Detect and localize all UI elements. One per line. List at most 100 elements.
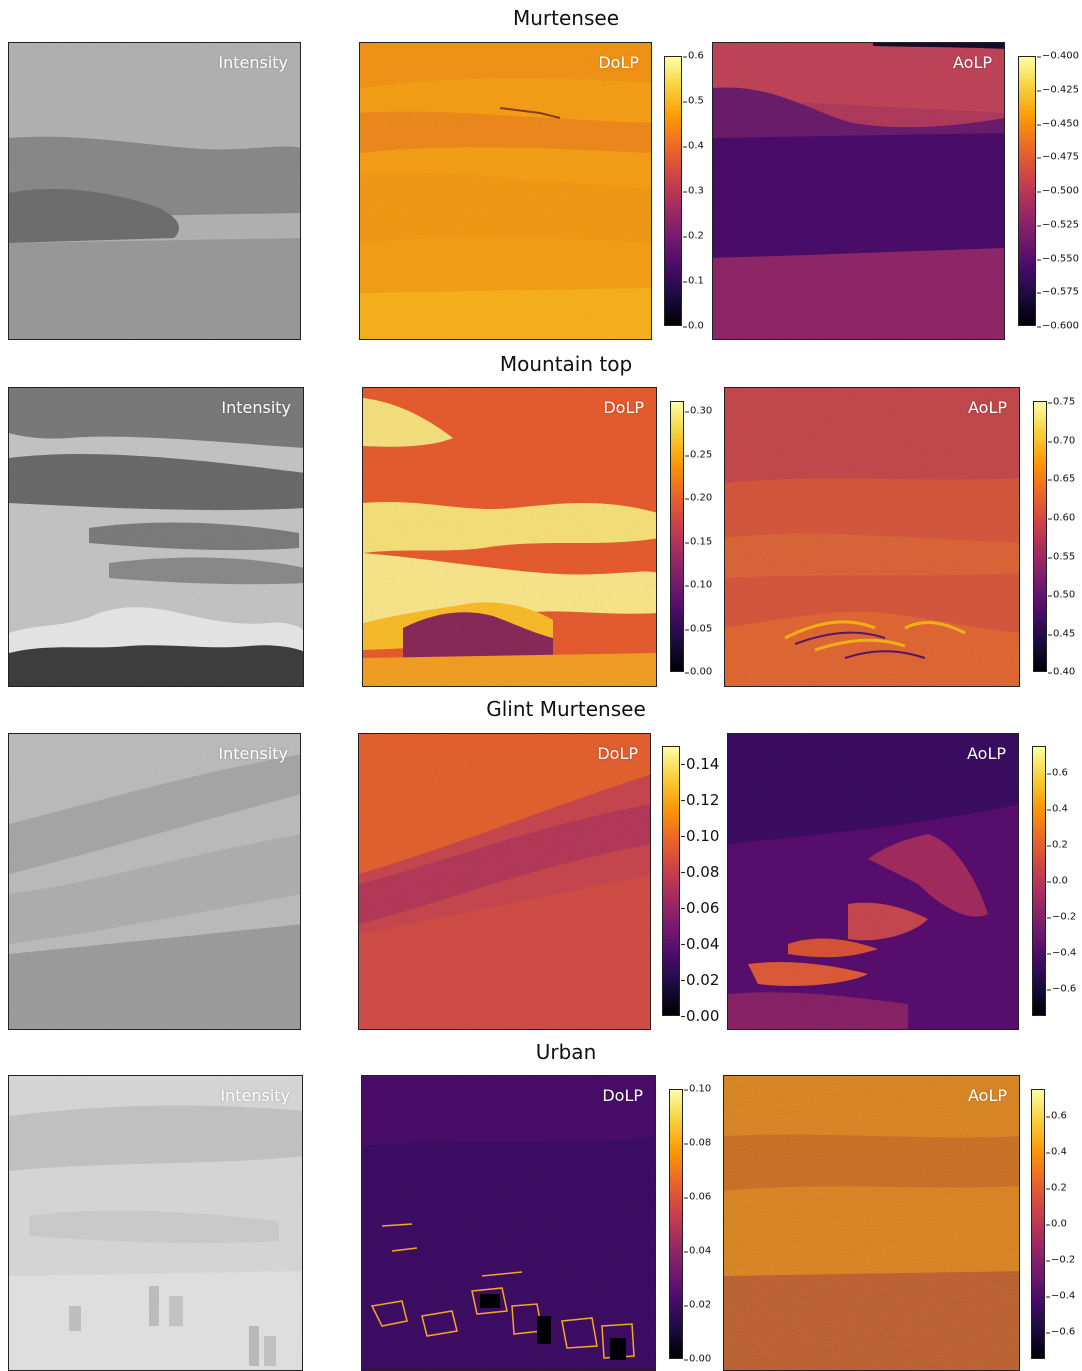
dolp-panel-glint-murtensee: DoLP <box>358 733 651 1030</box>
intensity-image-mountain-top <box>9 388 303 686</box>
aolp-panel-murtensee: AoLP <box>712 42 1005 340</box>
aolp-tick: 0.50 <box>1047 589 1076 601</box>
aolp-tick: −0.425 <box>1036 84 1080 96</box>
dolp-tick: 0.2 <box>683 230 704 242</box>
intensity-panel-mountain-top: Intensity <box>8 387 304 687</box>
dolp-tick: 0.6 <box>683 50 704 62</box>
aolp-tick: 0.60 <box>1047 512 1076 524</box>
intensity-label: Intensity <box>221 398 291 417</box>
aolp-label: AoLP <box>967 1086 1007 1105</box>
aolp-tick: 0.4 <box>1046 1146 1067 1158</box>
aolp-tick: −0.2 <box>1045 1254 1076 1266</box>
aolp-colorbar-murtensee <box>1018 56 1036 326</box>
intensity-image-murtensee <box>9 43 300 339</box>
dolp-tick: 0.02 <box>680 971 720 989</box>
aolp-tick: −0.500 <box>1036 185 1080 197</box>
aolp-tick: −0.6 <box>1046 983 1077 995</box>
aolp-image-mountain-top <box>725 388 1019 686</box>
dolp-tick: 0.30 <box>684 405 713 417</box>
dolp-tick: 0.04 <box>680 935 720 953</box>
dolp-tick: 0.02 <box>683 1299 712 1311</box>
dolp-tick: 0.04 <box>683 1245 712 1257</box>
aolp-tick: 0.45 <box>1047 628 1076 640</box>
dolp-tick: 0.15 <box>684 536 713 548</box>
dolp-image-glint-murtensee <box>359 734 650 1029</box>
dolp-tick: 0.14 <box>680 755 720 773</box>
aolp-label: AoLP <box>967 398 1007 417</box>
dolp-tick: 0.12 <box>680 791 720 809</box>
aolp-tick: −0.4 <box>1045 1290 1076 1302</box>
aolp-tick: −0.400 <box>1036 50 1080 62</box>
aolp-tick: 0.70 <box>1047 435 1076 447</box>
aolp-tick: 0.40 <box>1047 666 1076 678</box>
aolp-panel-urban: AoLP <box>723 1075 1020 1371</box>
aolp-panel-glint-murtensee: AoLP <box>727 733 1019 1030</box>
dolp-tick: 0.05 <box>684 623 713 635</box>
aolp-tick: −0.4 <box>1046 947 1077 959</box>
dolp-tick: 0.1 <box>683 275 704 287</box>
aolp-image-murtensee <box>713 43 1004 339</box>
aolp-tick: 0.75 <box>1047 396 1076 408</box>
dolp-tick: 0.10 <box>683 1083 712 1095</box>
dolp-label: DoLP <box>603 398 644 417</box>
dolp-label: DoLP <box>597 744 638 763</box>
aolp-tick: 0.6 <box>1046 1110 1067 1122</box>
intensity-image-urban <box>9 1076 302 1370</box>
dolp-tick: 0.06 <box>683 1191 712 1203</box>
dolp-image-urban <box>362 1076 655 1370</box>
aolp-label: AoLP <box>966 744 1006 763</box>
dolp-tick: 0.0 <box>683 320 704 332</box>
intensity-panel-glint-murtensee: Intensity <box>8 733 301 1030</box>
dolp-tick: 0.06 <box>680 899 720 917</box>
intensity-label: Intensity <box>218 53 288 72</box>
aolp-tick: −0.575 <box>1036 286 1080 298</box>
aolp-tick: −0.6 <box>1045 1326 1076 1338</box>
dolp-tick: 0.00 <box>680 1007 720 1025</box>
row-title-mountain-top: Mountain top <box>499 352 633 376</box>
dolp-image-mountain-top <box>363 388 656 686</box>
dolp-label: DoLP <box>598 53 639 72</box>
aolp-tick: 0.2 <box>1047 839 1068 851</box>
dolp-panel-murtensee: DoLP <box>359 42 652 340</box>
aolp-colorbar-mountain-top <box>1033 401 1047 672</box>
row-title-glint-murtensee: Glint Murtensee <box>486 697 646 721</box>
aolp-tick: −0.2 <box>1046 911 1077 923</box>
row-title-murtensee: Murtensee <box>512 6 620 30</box>
intensity-panel-urban: Intensity <box>8 1075 303 1371</box>
intensity-image-glint-murtensee <box>9 734 300 1029</box>
aolp-tick: 0.0 <box>1047 875 1068 887</box>
dolp-colorbar-urban <box>669 1089 683 1359</box>
dolp-tick: 0.3 <box>683 185 704 197</box>
dolp-colorbar-glint-murtensee <box>662 746 680 1016</box>
intensity-label: Intensity <box>218 744 288 763</box>
dolp-tick: 0.08 <box>683 1137 712 1149</box>
aolp-tick: −0.600 <box>1036 320 1080 332</box>
aolp-image-glint-murtensee <box>728 734 1018 1029</box>
dolp-tick: 0.25 <box>684 449 713 461</box>
aolp-tick: 0.65 <box>1047 473 1076 485</box>
intensity-label: Intensity <box>220 1086 290 1105</box>
row-title-urban: Urban <box>535 1040 597 1064</box>
dolp-tick: 0.10 <box>680 827 720 845</box>
dolp-panel-mountain-top: DoLP <box>362 387 657 687</box>
dolp-tick: 0.00 <box>683 1353 712 1365</box>
aolp-tick: 0.4 <box>1047 803 1068 815</box>
aolp-panel-mountain-top: AoLP <box>724 387 1020 687</box>
aolp-colorbar-glint-murtensee <box>1032 746 1046 1016</box>
dolp-colorbar-murtensee <box>664 56 682 326</box>
dolp-tick: 0.20 <box>684 492 713 504</box>
dolp-colorbar-mountain-top <box>670 401 684 672</box>
aolp-tick: −0.550 <box>1036 253 1080 265</box>
aolp-colorbar-urban <box>1031 1089 1045 1359</box>
dolp-image-murtensee <box>360 43 651 339</box>
dolp-tick: 0.00 <box>684 666 713 678</box>
aolp-tick: 0.0 <box>1046 1218 1067 1230</box>
dolp-label: DoLP <box>602 1086 643 1105</box>
dolp-tick: 0.08 <box>680 863 720 881</box>
intensity-panel-murtensee: Intensity <box>8 42 301 340</box>
dolp-tick: 0.10 <box>684 579 713 591</box>
aolp-tick: −0.450 <box>1036 118 1080 130</box>
dolp-tick: 0.4 <box>683 140 704 152</box>
dolp-panel-urban: DoLP <box>361 1075 656 1371</box>
aolp-label: AoLP <box>952 53 992 72</box>
